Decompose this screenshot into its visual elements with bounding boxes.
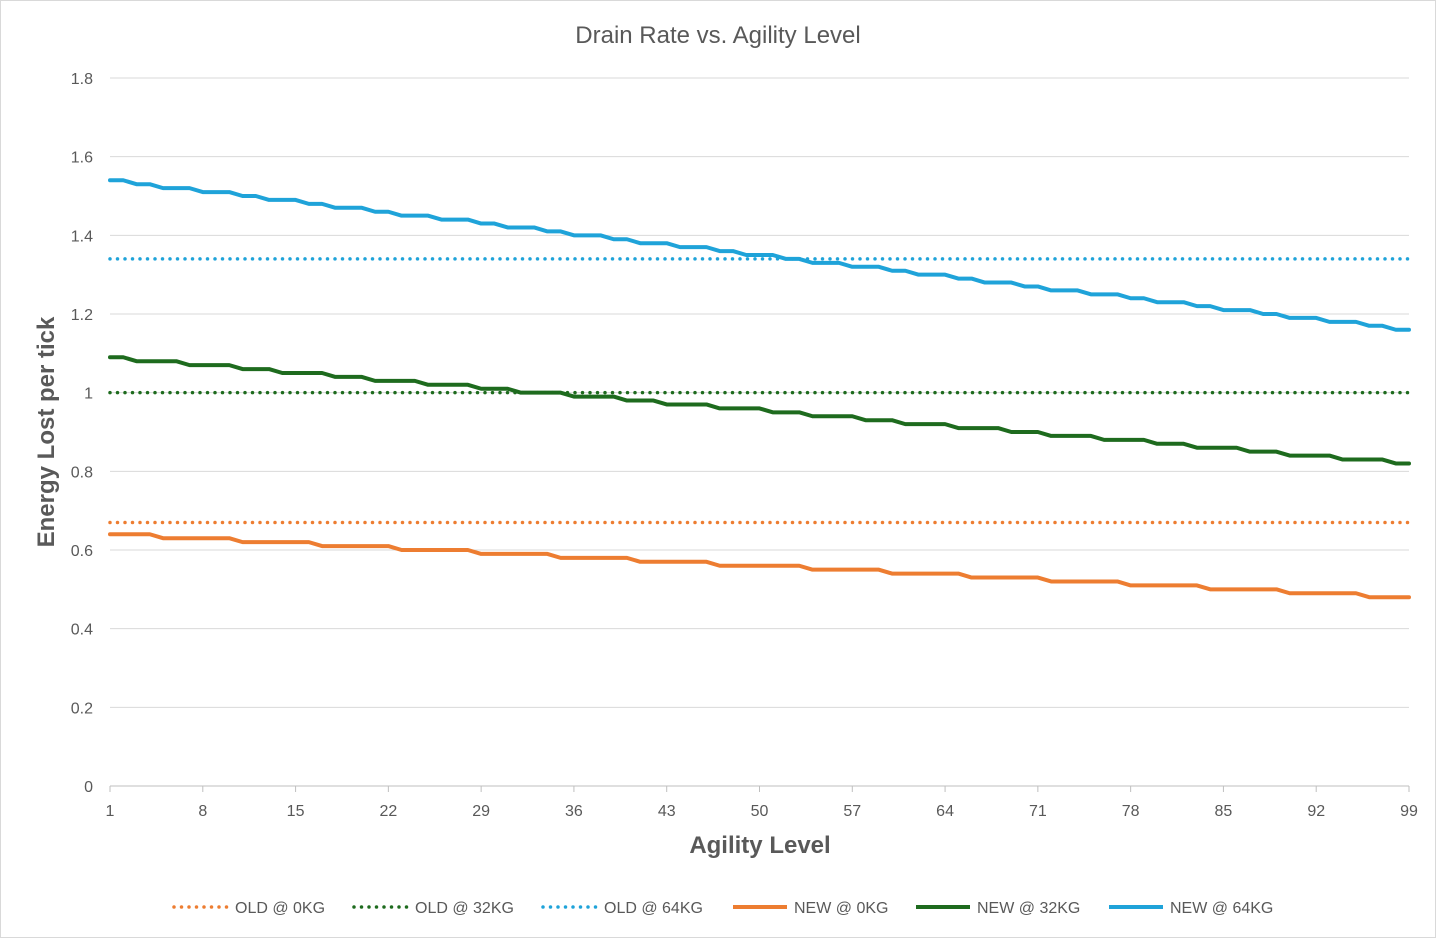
y-tick-label: 0.8: [71, 464, 93, 481]
legend: OLD @ 0KG OLD @ 32KG OLD @ 64KG NEW @ 0KG NE…: [172, 900, 1273, 917]
legend-label: NEW @ 64KG: [1170, 900, 1273, 917]
y-axis-ticks: 0 0.2 0.4 0.6 0.8 1 1.2 1.4 1.6 1.8: [71, 71, 93, 796]
x-axis: 1 8 15 22 29 36 43 50 57 64 71 78 85 92 99: [106, 785, 1418, 820]
x-tick-label: 1: [106, 803, 115, 820]
legend-label: NEW @ 0KG: [794, 900, 888, 917]
y-tick-label: 0: [84, 779, 93, 796]
x-tick-label: 8: [198, 803, 207, 820]
chart-title: Drain Rate vs. Agility Level: [575, 22, 860, 49]
series-line-5: [108, 355, 1411, 466]
y-tick-label: 1.4: [71, 228, 93, 245]
series-line-4: [108, 532, 1411, 600]
y-tick-label: 0.6: [71, 543, 93, 560]
y-tick-label: 1.2: [71, 307, 93, 324]
series-line-6: [108, 178, 1411, 332]
legend-label: OLD @ 0KG: [235, 900, 325, 917]
x-tick-label: 50: [751, 803, 769, 820]
x-tick-label: 71: [1029, 803, 1047, 820]
x-axis-title: Agility Level: [689, 832, 830, 859]
series-lines: [108, 178, 1411, 600]
x-tick-label: 36: [565, 803, 583, 820]
legend-label: OLD @ 32KG: [415, 900, 514, 917]
x-tick-label: 92: [1307, 803, 1325, 820]
x-tick-label: 85: [1215, 803, 1233, 820]
x-tick-label: 29: [472, 803, 490, 820]
y-axis-title: Energy Lost per tick: [33, 316, 60, 547]
y-tick-label: 0.4: [71, 622, 93, 639]
x-tick-label: 99: [1400, 803, 1418, 820]
x-tick-label: 78: [1122, 803, 1140, 820]
x-tick-label: 15: [287, 803, 305, 820]
y-tick-label: 0.2: [71, 700, 93, 717]
x-tick-label: 57: [843, 803, 861, 820]
y-tick-label: 1.6: [71, 150, 93, 167]
y-tick-label: 1: [84, 386, 93, 403]
x-tick-label: 64: [936, 803, 954, 820]
legend-label: NEW @ 32KG: [977, 900, 1080, 917]
x-tick-label: 22: [379, 803, 397, 820]
x-tick-label: 43: [658, 803, 676, 820]
y-tick-label: 1.8: [71, 71, 93, 88]
legend-label: OLD @ 64KG: [604, 900, 703, 917]
